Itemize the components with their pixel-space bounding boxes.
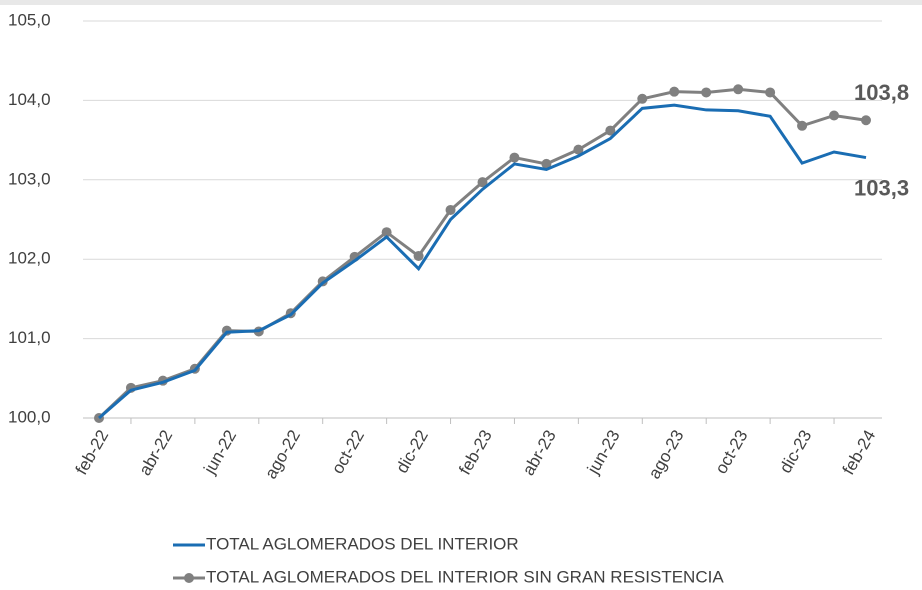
legend-marker [184,573,194,583]
y-tick-label: 104,0 [8,90,51,109]
marker [605,125,616,136]
marker [573,144,584,155]
x-tick-label: feb-22 [72,427,113,478]
y-tick-label: 102,0 [8,249,51,268]
y-tick-label: 101,0 [8,328,51,347]
x-tick-label: jun-22 [200,427,241,478]
marker [797,120,808,131]
marker [765,87,776,98]
marker [733,84,744,95]
y-tick-label: 103,0 [8,169,51,188]
marker [829,110,840,121]
marker [509,152,520,163]
marker [381,227,392,238]
marker [637,93,648,104]
value-label: 103,8 [854,80,909,105]
marker [413,251,424,262]
series-line [98,103,867,420]
marker [701,87,712,98]
x-tick-label: oct-23 [711,427,751,477]
marker [669,86,680,97]
x-tick-label: jun-23 [583,427,624,478]
marker [477,177,488,188]
x-tick-label: ago-22 [261,427,304,482]
marker [541,158,552,169]
x-tick-label: ago-23 [645,427,688,482]
series-line [97,87,867,420]
x-tick-label: feb-24 [839,427,880,478]
y-tick-label: 100,0 [8,407,51,426]
top-bar [0,0,922,5]
marker [861,115,871,126]
x-tick-label: abr-22 [135,427,176,479]
x-tick-label: oct-22 [328,427,368,477]
legend-label: TOTAL AGLOMERADOS DEL INTERIOR [206,534,519,553]
value-label: 103,3 [854,175,909,200]
marker [445,204,456,215]
legend-label: TOTAL AGLOMERADOS DEL INTERIOR SIN GRAN … [206,567,724,586]
x-tick-label: abr-23 [519,427,560,479]
x-tick-label: dic-23 [776,427,816,477]
x-tick-label: feb-23 [455,427,496,478]
x-tick-label: dic-22 [392,427,432,477]
y-tick-label: 105,0 [8,10,51,29]
